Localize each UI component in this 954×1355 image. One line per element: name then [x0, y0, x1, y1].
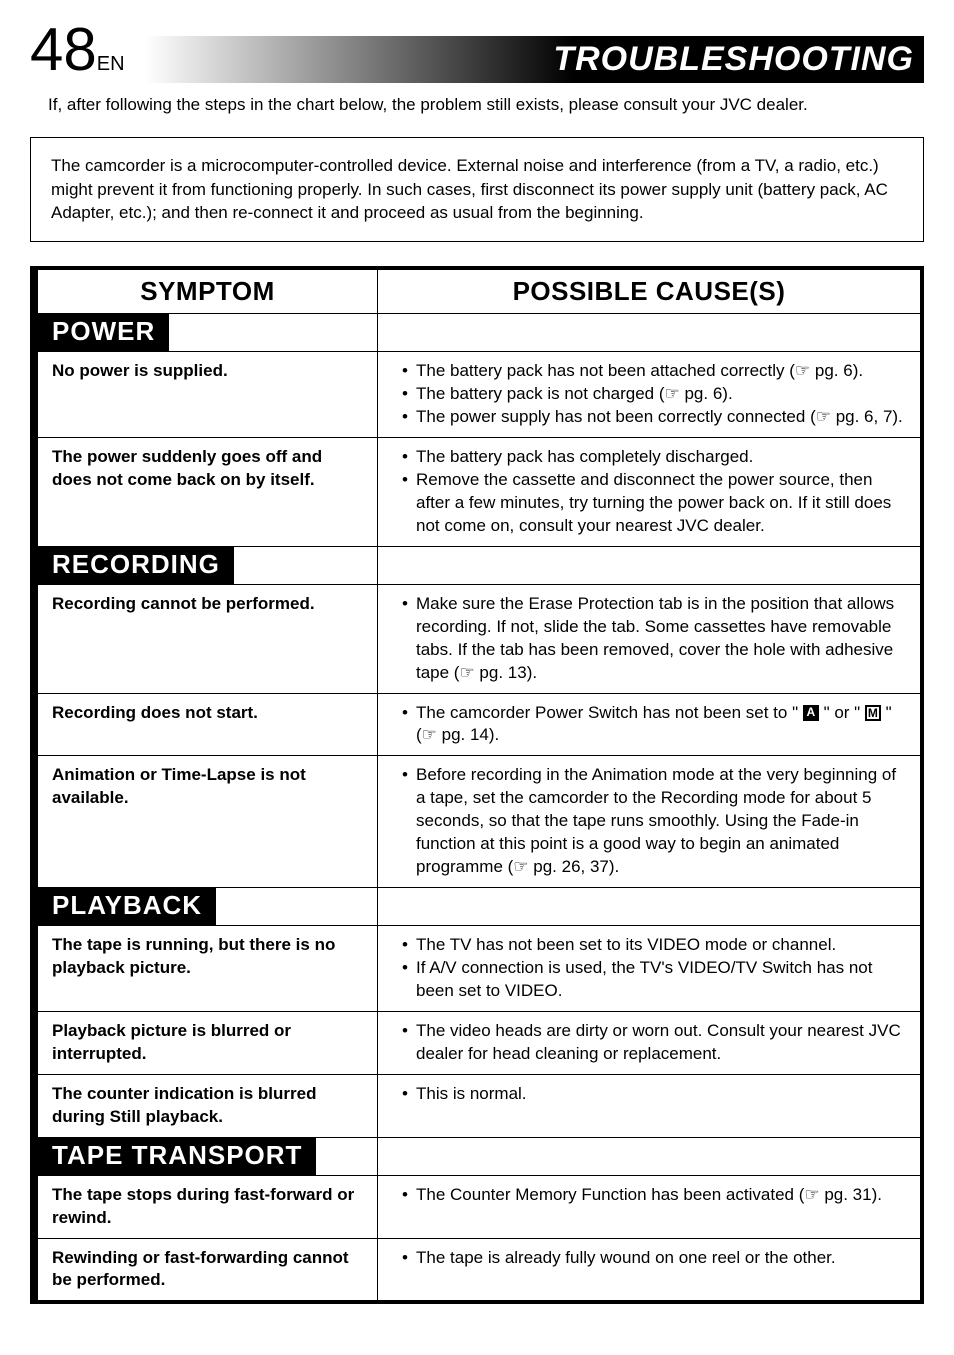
causes-list: The camcorder Power Switch has not been … [388, 702, 906, 748]
causes-cell: The video heads are dirty or worn out. C… [378, 1012, 920, 1074]
intro-text: If, after following the steps in the cha… [48, 93, 906, 117]
causes-list: The video heads are dirty or worn out. C… [388, 1020, 906, 1066]
causes-cell: Make sure the Erase Protection tab is in… [378, 585, 920, 693]
causes-list: The TV has not been set to its VIDEO mod… [388, 934, 906, 1003]
section-heading: RECORDING [38, 547, 234, 584]
causes-list: The Counter Memory Function has been act… [388, 1184, 906, 1207]
section-row: RECORDING [38, 546, 920, 584]
causes-list: Before recording in the Animation mode a… [388, 764, 906, 879]
causes-cell: The tape is already fully wound on one r… [378, 1239, 920, 1301]
symptom-cell: The counter indication is blurred during… [38, 1075, 378, 1137]
symptom-cell: The tape is running, but there is no pla… [38, 926, 378, 1011]
section-heading-right [378, 1138, 920, 1175]
cause-item: The Counter Memory Function has been act… [402, 1184, 906, 1207]
causes-list: The battery pack has completely discharg… [388, 446, 906, 538]
causes-list: Make sure the Erase Protection tab is in… [388, 593, 906, 685]
symptom-cell: No power is supplied. [38, 352, 378, 437]
table-row: Animation or Time-Lapse is not available… [38, 755, 920, 887]
causes-cell: Before recording in the Animation mode a… [378, 756, 920, 887]
symptom-cell: The tape stops during fast-forward or re… [38, 1176, 378, 1238]
causes-cell: The battery pack has not been attached c… [378, 352, 920, 437]
section-heading-right [378, 888, 920, 925]
section-heading: POWER [38, 314, 169, 351]
causes-cell: The Counter Memory Function has been act… [378, 1176, 920, 1238]
table-row: The tape stops during fast-forward or re… [38, 1175, 920, 1238]
causes-list: The tape is already fully wound on one r… [388, 1247, 906, 1270]
causes-cell: The battery pack has completely discharg… [378, 438, 920, 546]
causes-cell: The TV has not been set to its VIDEO mod… [378, 926, 920, 1011]
causes-cell: This is normal. [378, 1075, 920, 1137]
cause-item: Before recording in the Animation mode a… [402, 764, 906, 879]
symptom-cell: Recording cannot be performed. [38, 585, 378, 693]
symptom-cell: The power suddenly goes off and does not… [38, 438, 378, 546]
page-number-block: 48EN [30, 20, 125, 80]
section-row: POWER [38, 313, 920, 351]
table-row: The tape is running, but there is no pla… [38, 925, 920, 1011]
note-box: The camcorder is a microcomputer-control… [30, 137, 924, 242]
symptom-cell: Recording does not start. [38, 694, 378, 756]
section-heading: TAPE TRANSPORT [38, 1138, 316, 1175]
table-header-row: SYMPTOM POSSIBLE CAUSE(S) [38, 270, 920, 313]
column-header-symptom: SYMPTOM [38, 270, 378, 313]
section-row: TAPE TRANSPORT [38, 1137, 920, 1175]
causes-cell: The camcorder Power Switch has not been … [378, 694, 920, 756]
table-row: Recording does not start. The camcorder P… [38, 693, 920, 756]
troubleshooting-table: SYMPTOM POSSIBLE CAUSE(S) POWERNo power … [30, 266, 924, 1304]
cause-item: Make sure the Erase Protection tab is in… [402, 593, 906, 685]
cause-item: This is normal. [402, 1083, 906, 1106]
cause-item: The battery pack has not been attached c… [402, 360, 906, 383]
symptom-cell: Rewinding or fast-forwarding cannot be p… [38, 1239, 378, 1301]
cause-item: The camcorder Power Switch has not been … [402, 702, 906, 748]
table-row: Rewinding or fast-forwarding cannot be p… [38, 1238, 920, 1301]
section-heading-cell: TAPE TRANSPORT [38, 1138, 378, 1175]
symptom-cell: Playback picture is blurred or interrupt… [38, 1012, 378, 1074]
symptom-cell: Animation or Time-Lapse is not available… [38, 756, 378, 887]
table-row: Playback picture is blurred or interrupt… [38, 1011, 920, 1074]
cause-item: If A/V connection is used, the TV's VIDE… [402, 957, 906, 1003]
mode-a-icon: A [803, 705, 819, 721]
section-heading-right [378, 547, 920, 584]
cause-item: Remove the cassette and disconnect the p… [402, 469, 906, 538]
page-number: 48 [30, 16, 97, 83]
causes-list: The battery pack has not been attached c… [388, 360, 906, 429]
section-row: PLAYBACK [38, 887, 920, 925]
cause-item: The battery pack has completely discharg… [402, 446, 906, 469]
cause-item: The video heads are dirty or worn out. C… [402, 1020, 906, 1066]
causes-list: This is normal. [388, 1083, 906, 1106]
cause-item: The power supply has not been correctly … [402, 406, 906, 429]
section-heading-cell: RECORDING [38, 547, 378, 584]
table-row: The counter indication is blurred during… [38, 1074, 920, 1137]
section-heading-right [378, 314, 920, 351]
cause-item: The TV has not been set to its VIDEO mod… [402, 934, 906, 957]
section-heading-cell: PLAYBACK [38, 888, 378, 925]
table-row: Recording cannot be performed. Make sure … [38, 584, 920, 693]
table-row: No power is supplied. The battery pack ha… [38, 351, 920, 437]
table-row: The power suddenly goes off and does not… [38, 437, 920, 546]
page-suffix: EN [97, 53, 125, 75]
column-header-causes: POSSIBLE CAUSE(S) [378, 270, 920, 313]
mode-m-icon: M [865, 705, 881, 721]
section-heading: PLAYBACK [38, 888, 216, 925]
page-header: 48EN TROUBLESHOOTING [30, 20, 924, 83]
cause-item: The battery pack is not charged (☞ pg. 6… [402, 383, 906, 406]
cause-item: The tape is already fully wound on one r… [402, 1247, 906, 1270]
page-title: TROUBLESHOOTING [145, 36, 924, 83]
section-heading-cell: POWER [38, 314, 378, 351]
